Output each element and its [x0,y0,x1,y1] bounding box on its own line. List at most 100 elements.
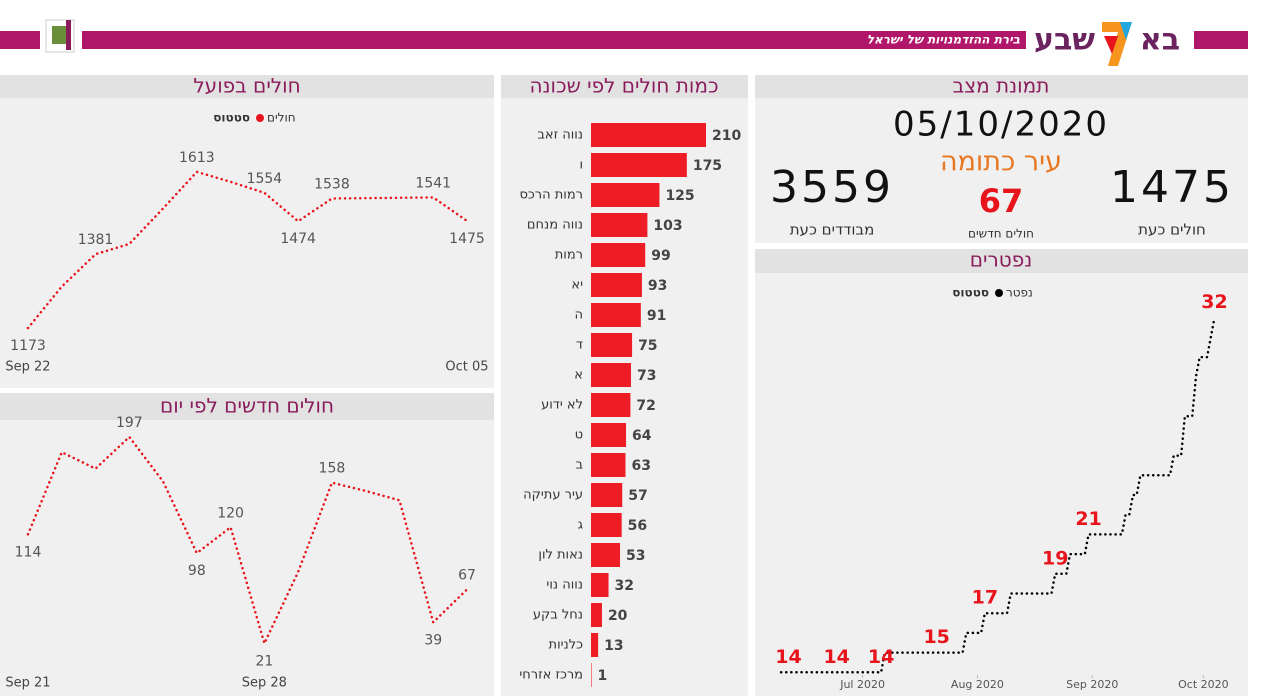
panel-header [501,75,748,98]
logo-seven [1104,36,1118,54]
category-label: א [574,368,583,383]
data-label: 99 [651,248,670,264]
bar [591,573,609,597]
data-label: 32 [1201,291,1227,313]
data-label: 1538 [314,177,350,193]
panel [755,249,1248,696]
data-label: 14 [775,646,801,668]
data-label: 1381 [78,232,114,248]
data-label: 20 [608,608,628,624]
panel [0,393,494,696]
data-label: 1475 [449,231,485,247]
panel-header [0,75,494,98]
bar [591,543,621,567]
data-label: 120 [217,505,244,521]
category-label: לא ידוע [541,398,583,413]
tagline: בירת ההזדמנויות של ישראל [867,33,1021,47]
legend-marker [995,289,1003,297]
header-band [82,31,1248,49]
emblem [66,20,71,50]
data-label: 103 [653,218,682,234]
x-tick-label: Jul 2020 [839,678,885,691]
bar [591,213,648,237]
data-label: 1474 [280,231,316,247]
bar [591,123,706,147]
data-label: 64 [632,428,652,444]
data-label: 21 [1075,508,1101,530]
x-tick-label: Sep 28 [242,676,287,691]
header-band [0,31,40,49]
data-label: 158 [319,461,346,477]
data-label: 197 [116,415,143,431]
category-label: ט [575,428,583,443]
data-label: 1554 [247,171,283,187]
data-label: 91 [647,308,666,324]
data-label: 57 [628,488,647,504]
active: 1475 [1110,162,1234,213]
legend-marker [256,114,264,122]
data-label: 73 [637,368,656,384]
city-name: עיר כתומה [940,147,1062,178]
category-label: נחל בקע [533,608,583,623]
data-label: 125 [665,188,694,204]
logo-seven [1120,22,1132,40]
data-label: 14 [823,646,849,668]
category-label: ב [575,458,583,473]
active-label: חולים כעת [1138,221,1206,239]
data-label: 19 [1042,547,1068,569]
category-label: ד [576,338,583,353]
data-label: 32 [615,578,634,594]
category-label: רמות הרכס [519,188,583,203]
data-label: 1 [598,668,608,684]
panel-header [0,393,494,420]
data-label: 14 [868,646,894,668]
data-label: 72 [636,398,655,414]
data-label: 39 [424,632,442,648]
bar [591,483,623,507]
category-label: יא [571,278,583,293]
panel-title: נפטרים [970,248,1033,272]
isolated: 3559 [770,162,894,213]
bar [591,363,631,387]
data-label: 1613 [179,150,215,166]
category-label: רמות [555,248,583,263]
bar [591,453,626,477]
legend-title: סטטוס [213,111,250,125]
panel-title: חולים בפועל [193,74,300,98]
category-label: כלניות [549,638,584,653]
category-label: נאות לון [538,548,583,563]
data-label: 93 [648,278,667,294]
panel [755,75,1248,243]
category-label: ג [578,518,583,533]
data-label: 1541 [415,175,451,191]
x-tick-label: Sep 21 [5,676,50,691]
line [26,170,469,330]
category-label: מרכז אזרחי [519,668,583,683]
data-label: 1173 [10,338,46,354]
data-label: 13 [604,638,623,654]
category-label: נווה זאב [537,128,583,143]
data-label: 63 [632,458,651,474]
line [26,435,469,647]
panel-title: חולים חדשים לפי יום [160,394,334,418]
bar [591,183,660,207]
bar [591,393,631,417]
bar [591,423,627,447]
category-label: ה [575,308,584,323]
panel-title: כמות חולים לפי שכונה [529,74,718,98]
bar [591,603,602,627]
legend-label: נפטר [1006,286,1033,300]
category-label: ו [579,158,583,173]
panel-header [755,249,1248,273]
bar [591,663,592,687]
data-label: 15 [923,626,949,648]
category-label: נווה נוי [546,578,583,593]
data-label: 175 [693,158,722,174]
data-label: 114 [15,544,42,560]
data-label: 98 [188,563,206,579]
isolated-label: מבודדים כעת [790,221,875,239]
new-cases: 67 [979,182,1024,220]
snapshot-date: 05/10/2020 [893,105,1109,145]
